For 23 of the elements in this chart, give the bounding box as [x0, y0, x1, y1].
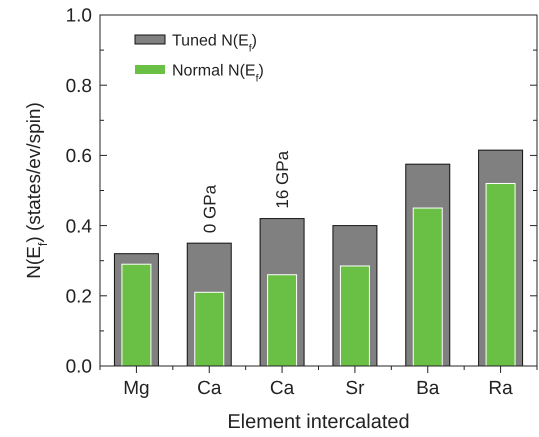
- x-tick-label: Ba: [416, 378, 440, 399]
- legend-label: Normal N(E$_{f}$): [172, 62, 264, 84]
- y-tick-label: 0.8: [66, 76, 92, 97]
- bar: [267, 274, 298, 366]
- x-tick-label: Ca: [197, 378, 222, 399]
- y-tick-label: 0.6: [66, 146, 92, 168]
- bar: [412, 208, 443, 366]
- annotation: 16 GPa: [273, 150, 292, 209]
- legend-label: Tuned N(E$_{f}$): [172, 32, 257, 54]
- x-tick-label: Ra: [488, 378, 514, 399]
- annotation: 0 GPa: [200, 184, 220, 234]
- y-tick-label: 0.2: [66, 286, 92, 308]
- bar: [340, 265, 370, 366]
- y-tick-label: 0.4: [66, 216, 92, 238]
- x-tick-label: Ca: [270, 378, 295, 399]
- text: 0.0: [66, 356, 92, 378]
- x-tick-label: Mg: [123, 378, 150, 399]
- x-tick-label: Sr: [345, 378, 366, 399]
- bar: [486, 182, 516, 366]
- y-tick-label: 1.0: [66, 6, 92, 27]
- bar: [194, 292, 224, 366]
- x-axis-title: Element intercalated: [227, 411, 410, 433]
- bar: [121, 264, 152, 366]
